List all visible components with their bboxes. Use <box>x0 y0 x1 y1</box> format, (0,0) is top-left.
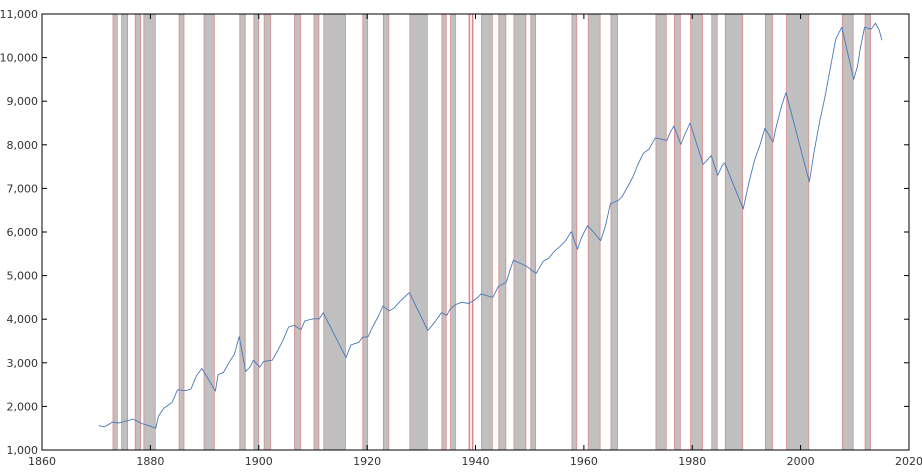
y-tick-label: 11,000 <box>0 8 38 21</box>
shaded-period-5 <box>203 13 215 451</box>
y-tick-label: 5,000 <box>7 270 39 283</box>
shaded-period-15 <box>441 13 447 451</box>
shaded-period-29 <box>711 13 718 451</box>
shaded-period-27 <box>673 13 681 451</box>
shaded-period-26 <box>655 13 667 451</box>
shaded-periods <box>112 13 871 451</box>
x-tick-label: 1900 <box>245 455 273 468</box>
x-tick-label: 2000 <box>787 455 815 468</box>
shaded-period-1 <box>121 13 129 451</box>
shaded-period-4 <box>178 13 185 451</box>
shaded-period-17 <box>468 13 471 451</box>
shaded-period-6 <box>239 13 246 451</box>
x-tick-label: 1860 <box>28 455 56 468</box>
shaded-period-3 <box>143 13 156 451</box>
shaded-period-12 <box>362 13 369 451</box>
shaded-period-31 <box>765 13 773 451</box>
shaded-period-21 <box>513 13 527 451</box>
shaded-period-13 <box>382 13 390 451</box>
shaded-period-11 <box>323 13 346 451</box>
shaded-period-2 <box>134 13 142 451</box>
shaded-period-28 <box>690 13 703 451</box>
shaded-period-30 <box>724 13 744 451</box>
y-tick-label: 4,000 <box>7 313 39 326</box>
shaded-period-9 <box>294 13 301 451</box>
y-tick-label: 1,000 <box>7 444 39 457</box>
y-axis: 1,000 2,000 3,000 4,000 5,000 6,000 7,000 8,000… <box>0 8 909 457</box>
shaded-period-33 <box>841 13 854 451</box>
shaded-period-32 <box>786 13 810 451</box>
shaded-period-14 <box>409 13 428 451</box>
shaded-period-22 <box>530 13 537 451</box>
series-line-0 <box>98 22 883 429</box>
x-tick-label: 1980 <box>678 455 706 468</box>
y-tick-label: 8,000 <box>7 139 39 152</box>
shaded-period-8 <box>263 13 272 451</box>
y-tick-label: 10,000 <box>0 52 38 65</box>
y-tick-label: 6,000 <box>7 226 39 239</box>
shaded-period-10 <box>313 13 320 451</box>
shaded-period-7 <box>253 13 260 451</box>
plot-border <box>41 13 910 451</box>
x-tick-label: 1920 <box>353 455 381 468</box>
y-tick-label: 3,000 <box>7 357 39 370</box>
shaded-period-23 <box>571 13 578 451</box>
shaded-period-0 <box>112 13 118 451</box>
shaded-period-20 <box>498 13 507 451</box>
plot-frame <box>41 13 910 451</box>
x-axis: 1860 1880 1900 1920 1940 1960 1980 2000 2020 <box>28 14 922 468</box>
x-tick-label: 1880 <box>136 455 164 468</box>
shaded-period-24 <box>587 13 601 451</box>
x-tick-label: 1940 <box>462 455 490 468</box>
shaded-period-18 <box>471 13 474 451</box>
shaded-period-16 <box>450 13 456 451</box>
y-tick-label: 7,000 <box>7 182 39 195</box>
x-tick-label: 2020 <box>895 455 922 468</box>
series-layer <box>98 22 883 429</box>
y-tick-label: 2,000 <box>7 400 39 413</box>
shaded-period-19 <box>481 13 493 451</box>
y-tick-label: 9,000 <box>7 95 39 108</box>
shaded-period-34 <box>864 13 871 451</box>
x-tick-label: 1960 <box>570 455 598 468</box>
shaded-period-25 <box>610 13 618 451</box>
